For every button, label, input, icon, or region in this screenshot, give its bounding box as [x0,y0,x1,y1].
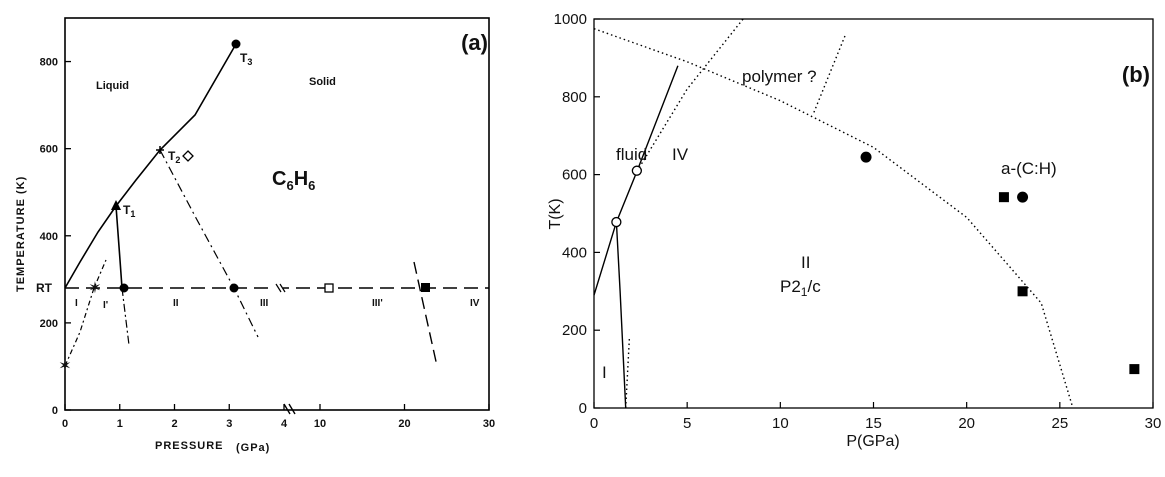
panel-b-marker-filled-square [998,192,1009,203]
panel-b-x-tick-label: 10 [772,415,789,432]
panel-a-label: (a) [461,30,488,55]
panel-b-y-tick-label: 0 [579,400,587,417]
panel-b-x-title: P(GPa) [846,433,899,450]
panel-a-x-tick-label: 4 [281,418,288,430]
panel-a-x-tick-label: 0 [62,418,68,430]
svg-text:PRESSURE: PRESSURE [155,440,224,452]
panel-b-series-2 [593,28,1074,409]
phase-boundary-t2 [159,149,259,338]
region-i: I [602,363,607,382]
panel-a-x-title: PRESSURE (GPa) [155,440,270,454]
panel-a-y-ticks: 0 200 400 600 800 [40,57,71,417]
panel-a-frame [64,17,490,411]
panel-a-x-ticks: 0 1 2 3 4 10 20 30 [62,404,495,430]
panel-a-y-tick-label: 400 [40,231,58,243]
axis-break-mark [283,403,296,415]
phase-i: I [75,298,78,309]
region-ii: II [801,253,810,272]
region-liquid: Liquid [96,80,129,92]
panel-b: 0 200 400 600 800 1000 0 5 10 15 20 25 30 (b) fluid… [547,11,1161,450]
region-fluid: fluid [616,145,647,164]
compound-formula: C6H6 [272,168,315,193]
panel-b-series-1 [615,222,627,409]
marker-ii-point [119,283,129,293]
marker-t3 [231,39,241,49]
panel-b-y-tick-label: 400 [562,244,587,261]
panel-a-x-tick-label: 2 [171,418,177,430]
panel-a: 0 200 400 600 800 0 1 2 3 4 10 20 30 ✶ ✶ [15,17,495,454]
phase-i-prime: I' [103,300,108,311]
panel-a-x-tick-label: 1 [117,418,123,430]
label-t2: T2 [168,149,180,165]
panel-b-y-tick-label: 200 [562,322,587,339]
panel-b-lines [593,18,1074,409]
panel-b-y-tick-label: 600 [562,167,587,184]
panel-a-x-tick-label: 3 [226,418,232,430]
panel-a-x-tick-label: 20 [398,418,410,430]
svg-text:C6H6: C6H6 [272,168,315,193]
label-t1: T1 [123,203,135,219]
marker-iii-point [229,283,239,293]
panel-b-marker-open-circle [611,216,622,228]
panel-b-marker-open-circle [631,165,643,176]
marker-open-square [324,283,334,293]
marker-star-low: ✶ [58,358,71,375]
panel-a-x-tick-label: 30 [483,418,495,430]
rt-break-mark-1 [275,283,282,293]
region-ii-space-group: P21/c [780,277,821,299]
region-a-ch: a-(C:H) [1001,159,1057,178]
rt-label: RT [36,281,53,295]
panel-a-x-tick-label: 10 [314,418,326,430]
marker-star-rt: ✶ [88,280,101,297]
panel-b-x-ticks: 0 5 10 15 20 25 30 [590,402,1162,432]
region-solid: Solid [309,76,336,88]
panel-b-markers [611,151,1140,375]
panel-b-y-title: T(K) [547,198,564,229]
panel-b-marker-filled-square [1129,364,1140,375]
panel-a-y-title: TEMPERATURE (K) [15,176,27,292]
panel-b-marker-filled-circle [1017,191,1029,203]
panel-b-x-tick-label: 15 [865,415,882,432]
panel-b-y-tick-label: 800 [562,89,587,106]
phase-boundary-t1-ext [121,287,130,346]
phase-iv: IV [470,298,480,309]
region-polymer: polymer ? [742,67,817,86]
panel-b-x-tick-label: 30 [1145,415,1162,432]
panel-b-marker-filled-square [1017,286,1028,297]
panel-a-y-tick-label: 200 [40,318,58,330]
rt-break-mark-2 [279,283,286,293]
panel-a-y-tick-label: 600 [40,144,58,156]
panel-b-series-0 [593,65,679,296]
panel-a-y-tick-label: 0 [52,405,58,417]
marker-t2-cross [156,146,164,154]
phase-boundary-iii-iv [413,261,438,367]
panel-b-label: (b) [1122,62,1150,87]
phase-boundary-t1 [115,205,123,289]
panel-b-x-tick-label: 5 [683,415,691,432]
panel-b-series-4 [625,337,631,409]
phase-iii: III [260,298,269,309]
svg-text:(GPa): (GPa) [236,442,270,454]
region-iv: IV [672,145,689,164]
marker-open-diamond [182,150,194,162]
phase-iii-prime: III' [372,298,383,309]
panel-b-x-tick-label: 25 [1051,415,1068,432]
panel-b-x-tick-label: 20 [958,415,975,432]
panel-b-marker-filled-circle [860,151,872,163]
marker-filled-square [421,283,430,292]
panel-b-frame [593,18,1154,409]
panel-b-x-tick-label: 0 [590,415,598,432]
panel-b-y-ticks: 0 200 400 600 800 1000 [554,11,600,417]
phase-boundary-star [64,259,107,367]
phase-ii: II [173,298,179,309]
panel-b-series-3 [636,18,744,172]
marker-t1-triangle [111,200,121,210]
melting-curve [64,43,237,289]
panel-b-y-tick-label: 1000 [554,11,587,28]
label-t3: T3 [240,51,252,67]
panel-a-y-tick-label: 800 [40,57,58,69]
panel-b-series-5 [813,34,847,113]
